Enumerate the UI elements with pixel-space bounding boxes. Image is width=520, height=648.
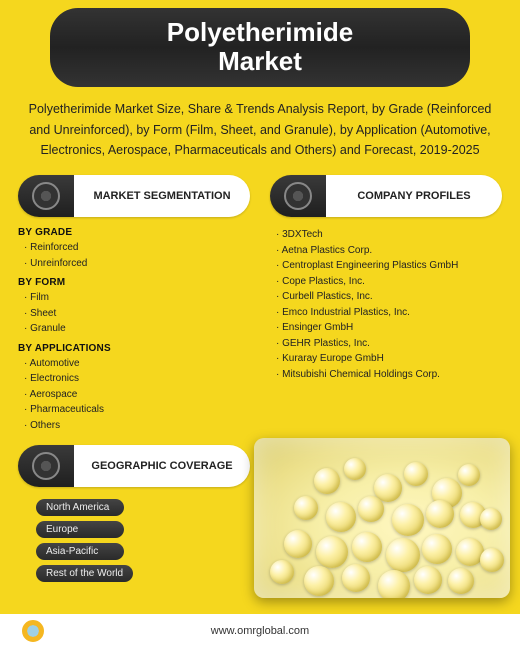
pellet-shape — [426, 500, 454, 528]
list-item: GEHR Plastics, Inc. — [270, 336, 502, 352]
pellet-shape — [304, 566, 334, 596]
list-item: Aerospace — [18, 387, 250, 403]
region-badge: Rest of the World — [36, 565, 133, 582]
segmentation-column: MARKET SEGMENTATION BY GRADE ReinforcedUn… — [18, 175, 250, 433]
title-band: Polyetherimide Market — [50, 8, 470, 87]
geo-block: GEOGRAPHIC COVERAGE North America Europe A… — [18, 445, 250, 585]
list-item: Film — [18, 290, 250, 306]
list-item: 3DXTech — [270, 227, 502, 243]
pellet-shape — [342, 564, 370, 592]
pill-icon — [18, 175, 74, 217]
region-badge: Asia-Pacific — [36, 543, 124, 560]
list-item: Mitsubishi Chemical Holdings Corp. — [270, 367, 502, 383]
title-line-2: Market — [218, 46, 302, 76]
segmentation-category-title: BY GRADE — [18, 227, 250, 238]
pellet-shape — [284, 530, 312, 558]
footer-url: www.omrglobal.com — [211, 625, 309, 637]
list-item: Sheet — [18, 306, 250, 322]
omr-logo-icon — [22, 620, 44, 642]
pellet-shape — [458, 464, 480, 486]
pellet-shape — [358, 496, 384, 522]
companies-column: COMPANY PROFILES 3DXTechAetna Plastics C… — [270, 175, 502, 433]
footer-bar: www.omrglobal.com — [0, 614, 520, 648]
pellet-shape — [270, 560, 294, 584]
pill-icon — [18, 445, 74, 487]
pellet-shape — [378, 570, 410, 598]
pill-icon — [270, 175, 326, 217]
companies-header-pill: COMPANY PROFILES — [270, 175, 502, 217]
pellet-shape — [294, 496, 318, 520]
pellet-shape — [422, 534, 452, 564]
segmentation-header-pill: MARKET SEGMENTATION — [18, 175, 250, 217]
pellet-shape — [314, 468, 340, 494]
region-badge: North America — [36, 499, 124, 516]
list-item: Electronics — [18, 371, 250, 387]
pellet-shape — [326, 502, 356, 532]
company-list: 3DXTechAetna Plastics Corp.Centroplast E… — [270, 227, 502, 382]
pellet-shape — [480, 508, 502, 530]
geo-header-pill: GEOGRAPHIC COVERAGE — [18, 445, 250, 487]
region-list: North America Europe Asia-Pacific Rest of t… — [36, 497, 250, 585]
segmentation-groups: BY GRADE ReinforcedUnreinforced BY FORM Fil… — [18, 227, 250, 433]
product-photo — [254, 438, 510, 598]
pellet-shape — [386, 538, 420, 572]
list-item: Centroplast Engineering Plastics GmbH — [270, 258, 502, 274]
region-badge: Europe — [36, 521, 124, 538]
title-line-1: Polyetherimide — [167, 17, 353, 47]
list-item: Curbell Plastics, Inc. — [270, 289, 502, 305]
pellet-shape — [448, 568, 474, 594]
segmentation-category-title: BY FORM — [18, 277, 250, 288]
segmentation-header-label: MARKET SEGMENTATION — [74, 175, 250, 217]
list-item: Granule — [18, 321, 250, 337]
pellet-shape — [480, 548, 504, 572]
list-item: Aetna Plastics Corp. — [270, 243, 502, 259]
geo-header-label: GEOGRAPHIC COVERAGE — [74, 445, 250, 487]
list-item: Emco Industrial Plastics, Inc. — [270, 305, 502, 321]
list-item: Kuraray Europe GmbH — [270, 351, 502, 367]
pellet-shape — [344, 458, 366, 480]
list-item: Ensinger GmbH — [270, 320, 502, 336]
pellet-shape — [414, 566, 442, 594]
pellet-shape — [392, 504, 424, 536]
list-item: Others — [18, 418, 250, 434]
list-item: Cope Plastics, Inc. — [270, 274, 502, 290]
list-item: Unreinforced — [18, 256, 250, 272]
companies-header-label: COMPANY PROFILES — [326, 175, 502, 217]
page-title: Polyetherimide Market — [50, 18, 470, 75]
pellet-shape — [352, 532, 382, 562]
segmentation-category-title: BY APPLICATIONS — [18, 343, 250, 354]
list-item: Reinforced — [18, 240, 250, 256]
list-item: Automotive — [18, 356, 250, 372]
main-columns: MARKET SEGMENTATION BY GRADE ReinforcedUn… — [18, 175, 502, 433]
pellet-shape — [316, 536, 348, 568]
pellet-shape — [404, 462, 428, 486]
subtitle-text: Polyetherimide Market Size, Share & Tren… — [20, 99, 500, 161]
list-item: Pharmaceuticals — [18, 402, 250, 418]
